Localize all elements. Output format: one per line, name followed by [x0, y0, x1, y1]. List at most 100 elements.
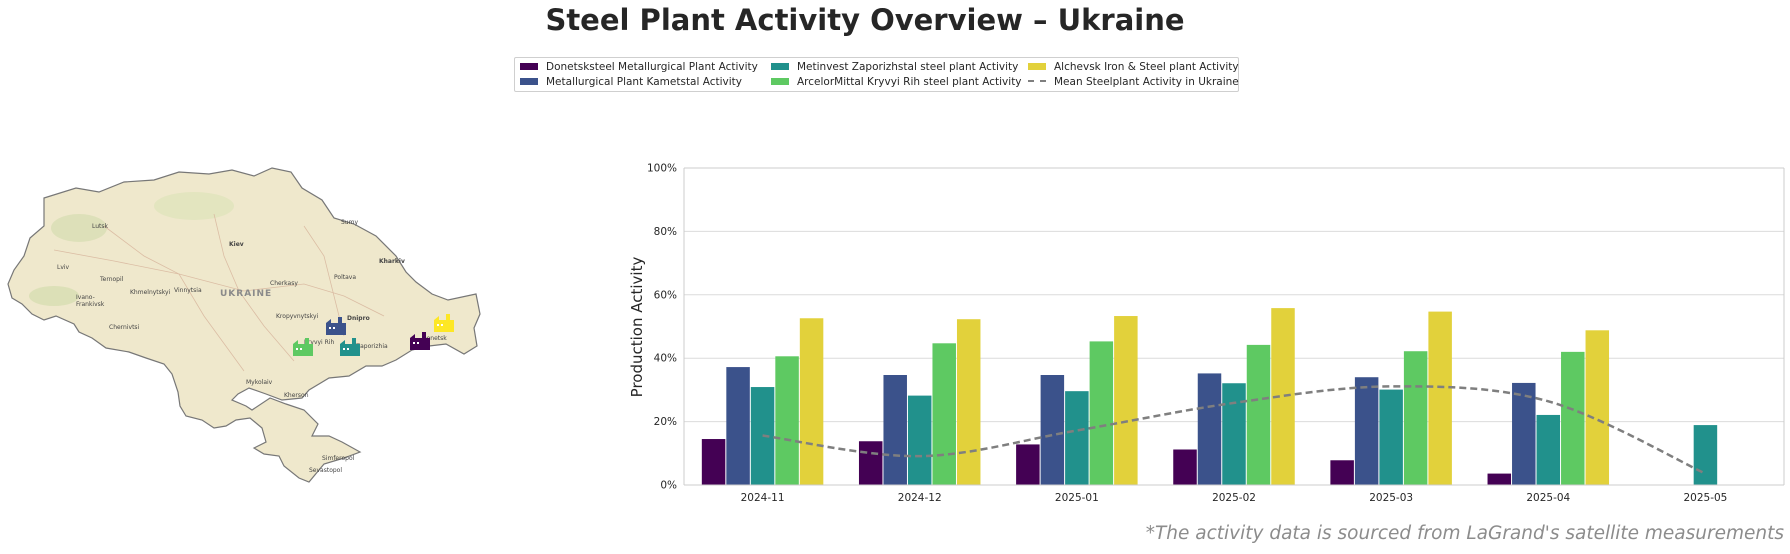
city-label: Kherson — [284, 392, 309, 399]
city-label: Vinnytsia — [174, 287, 202, 294]
x-tick-label: 2025-02 — [1212, 492, 1256, 504]
bar-chart: 0% 20% 40% 60% 80% 100% 2024-11 2024-12 2025-01 2… — [620, 160, 1790, 505]
map-svg: Lutsk Kiev Sumy Kharkiv Lviv Ternopil Po… — [7, 167, 481, 483]
y-tick-label: 100% — [647, 163, 677, 175]
city-label: Kropyvnytskyi — [276, 313, 318, 320]
bar — [956, 319, 981, 485]
legend-swatch — [1028, 62, 1046, 70]
bar — [883, 375, 907, 485]
legend-swatch — [771, 77, 789, 85]
bar — [726, 367, 750, 485]
city-label: Frankivsk — [76, 301, 105, 308]
forest-shade — [29, 286, 79, 306]
bar — [1065, 391, 1089, 485]
factory-icon-zaporizhstal — [340, 338, 360, 356]
bar — [1016, 444, 1040, 485]
x-tick-label: 2025-01 — [1055, 492, 1099, 504]
y-tick-label: 60% — [654, 289, 677, 301]
city-label: Lutsk — [92, 223, 109, 230]
city-label: Kiev — [229, 241, 244, 248]
bar — [1512, 382, 1536, 485]
x-tick-label: 2025-05 — [1683, 492, 1727, 504]
city-label: Ternopil — [99, 276, 124, 283]
legend-label: Alchevsk Iron & Steel plant Activity — [1054, 61, 1239, 73]
legend-item-kryvyi-rih: ArcelorMittal Kryvyi Rih steel plant Act… — [771, 75, 1022, 90]
roads — [53, 213, 385, 372]
legend-label: Donetsksteel Metallurgical Plant Activit… — [546, 61, 758, 73]
bar — [1487, 473, 1512, 485]
legend-item-zaporizhstal: Metinvest Zaporizhstal steel plant Activ… — [771, 60, 1018, 75]
x-tick-label: 2025-03 — [1369, 492, 1413, 504]
bar — [1089, 341, 1114, 485]
bar — [701, 439, 726, 485]
bar — [1428, 311, 1452, 485]
factory-icon-alchevsk — [434, 314, 454, 332]
factory-icon-kryvyi-rih — [293, 338, 313, 356]
y-tick-label: 40% — [654, 353, 677, 365]
legend-swatch — [520, 77, 538, 85]
bar — [775, 356, 799, 485]
line-layer — [762, 385, 1706, 475]
legend-label: ArcelorMittal Kryvyi Rih steel plant Act… — [797, 76, 1022, 88]
legend-item-kametstal: Metallurgical Plant Kametstal Activity — [520, 75, 742, 90]
bar — [799, 318, 824, 485]
bar — [1585, 330, 1610, 485]
x-tick-label: 2024-11 — [741, 492, 785, 504]
forest-shade — [51, 214, 107, 242]
bar — [907, 395, 932, 485]
legend: Donetsksteel Metallurgical Plant Activit… — [514, 57, 1239, 92]
y-axis-label: Production Activity — [628, 257, 646, 398]
chart-title: Steel Plant Activity Overview – Ukraine — [545, 3, 1185, 37]
bar — [1040, 375, 1065, 485]
country-label: UKRAINE — [220, 289, 272, 299]
bar — [1173, 449, 1197, 485]
y-tick-label: 0% — [660, 480, 677, 492]
bar — [1197, 373, 1222, 485]
legend-label: Metallurgical Plant Kametstal Activity — [546, 76, 743, 88]
y-tick-label: 20% — [654, 416, 677, 428]
city-label: Dnipro — [347, 315, 370, 322]
ukraine-outline — [7, 167, 481, 483]
x-tick-label: 2025-04 — [1526, 492, 1570, 504]
y-tick-label: 80% — [654, 226, 677, 238]
bar — [858, 441, 883, 485]
bar — [932, 343, 956, 485]
city-label: Sumy — [341, 219, 358, 226]
bar — [1693, 425, 1718, 485]
bar — [1246, 344, 1271, 485]
city-label: Cherkasy — [270, 280, 298, 287]
city-label: Lviv — [57, 264, 70, 271]
mean-activity-line — [762, 385, 1706, 475]
city-labels: Lutsk Kiev Sumy Kharkiv Lviv Ternopil Po… — [57, 219, 447, 474]
city-label: Kharkiv — [379, 258, 405, 265]
bar — [1114, 316, 1138, 485]
bar — [1403, 351, 1428, 485]
bar — [1330, 460, 1354, 485]
legend-dash-swatch — [1028, 80, 1046, 82]
legend-label: Mean Steelplant Activity in Ukraine — [1054, 76, 1239, 88]
city-label: Zaporizhia — [356, 343, 388, 350]
bar — [1561, 351, 1585, 485]
city-label: Kryvyi Rih — [304, 339, 334, 346]
city-label: Sevastopol — [309, 467, 342, 474]
factory-icon-kametstal — [326, 317, 346, 335]
footnote: *The activity data is sourced from LaGra… — [1145, 523, 1784, 544]
bar — [1271, 308, 1295, 485]
city-label: Ivano- — [76, 294, 95, 301]
legend-item-donetsksteel: Donetsksteel Metallurgical Plant Activit… — [520, 60, 758, 75]
bar — [1222, 383, 1246, 485]
city-label: Chernivtsi — [109, 324, 140, 331]
city-label: Mykolaiv — [246, 379, 273, 386]
bar — [1379, 389, 1403, 485]
factory-icon-donetsksteel — [410, 332, 430, 350]
axis-layer: 0% 20% 40% 60% 80% 100% 2024-11 2024-12 2025-01 2… — [647, 163, 1785, 504]
legend-label: Metinvest Zaporizhstal steel plant Activ… — [797, 61, 1019, 73]
city-label: Donetsk — [422, 335, 447, 342]
legend-swatch — [520, 62, 538, 70]
city-label: Poltava — [334, 274, 356, 281]
city-label: Khmelnytskyi — [130, 289, 171, 296]
ukraine-map: Lutsk Kiev Sumy Kharkiv Lviv Ternopil Po… — [4, 166, 481, 486]
forest-shade — [154, 192, 234, 220]
city-label: Simferopol — [322, 455, 355, 462]
legend-swatch — [771, 62, 789, 70]
